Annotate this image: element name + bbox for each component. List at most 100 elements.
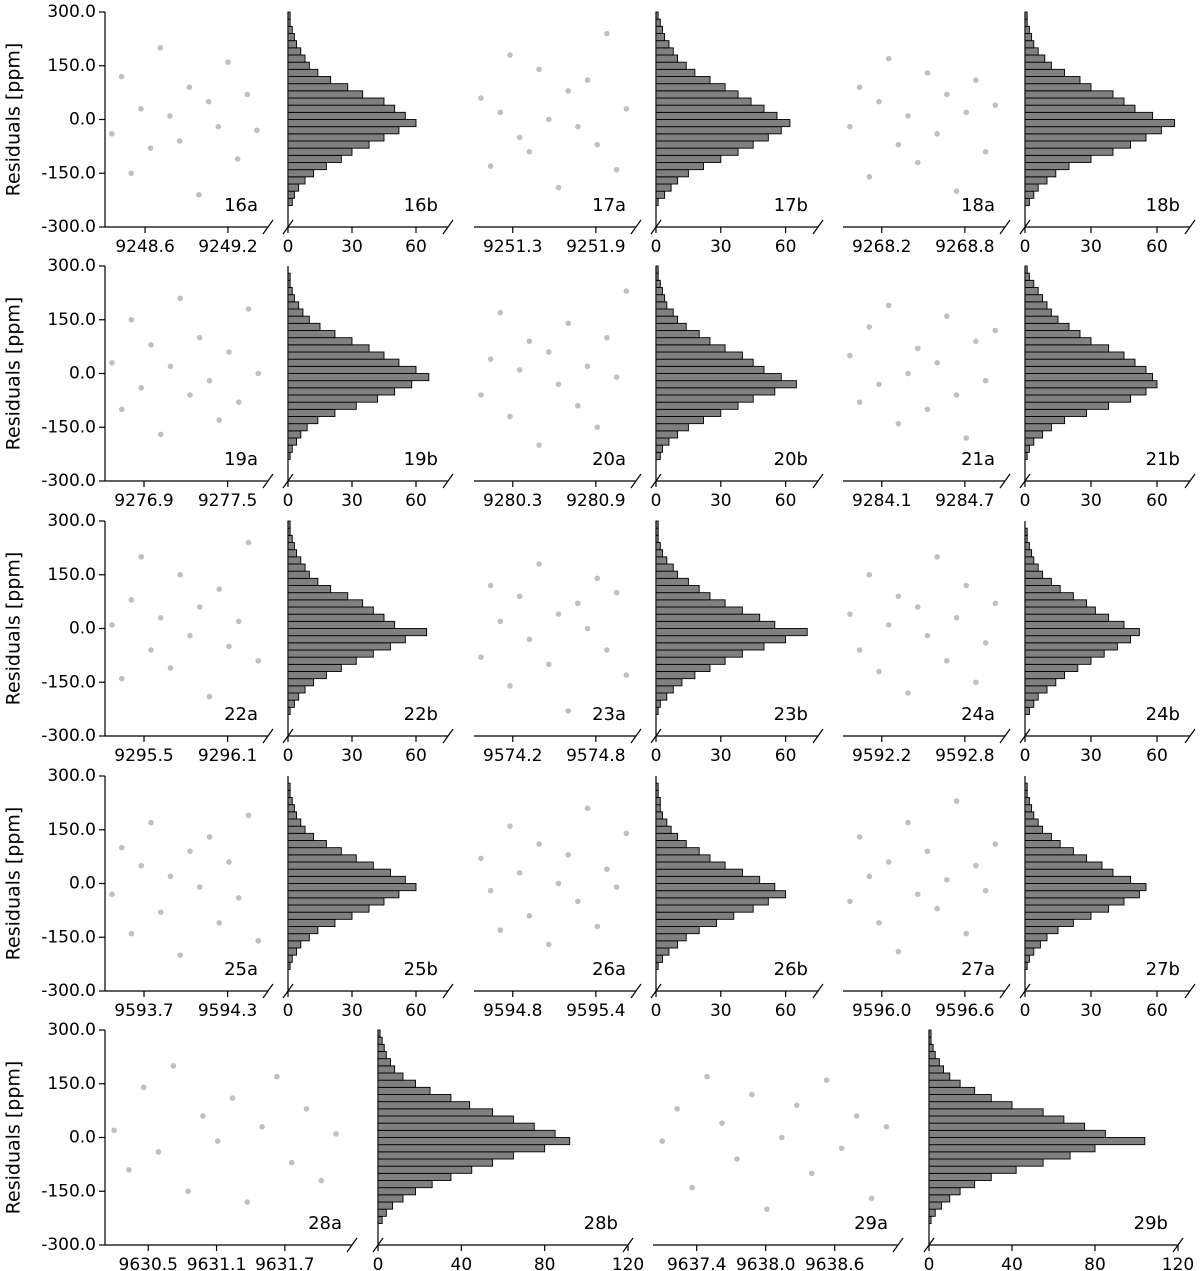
x-tick-label: 60: [405, 746, 427, 766]
x-tick-label: 9251.9: [566, 237, 625, 257]
bar: [655, 642, 765, 651]
x-tick-label: 30: [341, 746, 363, 766]
y-axis-label: Residuals [ppm]: [3, 1061, 25, 1215]
bar: [655, 54, 679, 63]
point: [187, 632, 193, 639]
point: [187, 848, 193, 855]
panel-label: 22a: [224, 704, 258, 725]
y-tick-label: -150.0: [41, 417, 96, 437]
point: [545, 349, 552, 355]
point: [487, 582, 494, 589]
panel-label: 16a: [224, 195, 258, 216]
point: [565, 708, 571, 714]
panel-label: 25b: [404, 959, 438, 980]
point: [876, 920, 882, 926]
bar: [377, 1122, 535, 1131]
bar: [655, 542, 661, 551]
point: [793, 1102, 800, 1109]
bar: [928, 1187, 961, 1196]
x-tick-label: 9280.9: [566, 491, 625, 511]
bar: [1024, 337, 1092, 346]
bar: [287, 119, 417, 128]
point: [536, 561, 542, 567]
panel-label: 29b: [1134, 1213, 1168, 1234]
bar: [655, 599, 726, 608]
bar: [287, 542, 295, 551]
bar: [1024, 169, 1057, 178]
bar: [928, 1058, 940, 1067]
point: [128, 597, 135, 603]
panel-label: 23a: [592, 704, 626, 725]
bar: [287, 854, 357, 863]
bar: [928, 1086, 976, 1095]
bar: [1024, 789, 1028, 798]
point: [545, 116, 552, 123]
point: [565, 852, 571, 858]
bar: [1024, 330, 1081, 339]
y-tick-label: -150.0: [41, 163, 96, 183]
bar: [1024, 570, 1044, 579]
bar: [287, 954, 293, 963]
bar: [287, 620, 396, 629]
bar: [377, 1194, 404, 1203]
bar: [287, 337, 353, 346]
x-tick-label: 9631.1: [187, 1255, 246, 1271]
bar: [1024, 387, 1147, 396]
bar: [287, 599, 364, 608]
bar: [1024, 620, 1125, 629]
bar: [1024, 825, 1044, 834]
bar: [287, 570, 310, 579]
x-tick-label: 9594.3: [198, 1001, 257, 1021]
panel-label: 22b: [404, 704, 438, 725]
bar: [287, 947, 297, 956]
point: [764, 1206, 770, 1212]
point: [866, 324, 873, 330]
x-tick-label: 0: [924, 1255, 935, 1271]
bar: [287, 162, 327, 171]
bar: [655, 337, 711, 346]
bar: [1024, 373, 1154, 382]
bar: [655, 176, 679, 185]
point: [575, 402, 581, 409]
point: [876, 668, 882, 675]
axis-break: [282, 219, 294, 235]
x-tick-label: 30: [710, 746, 732, 766]
point: [613, 589, 620, 596]
bar: [1024, 279, 1035, 288]
bar: [1024, 954, 1030, 963]
bar: [655, 169, 689, 178]
point: [613, 884, 620, 890]
point: [914, 604, 921, 610]
point: [868, 1195, 875, 1202]
bar: [928, 1115, 1065, 1124]
bar: [377, 1029, 381, 1038]
point: [234, 156, 241, 162]
point: [963, 109, 970, 116]
point: [689, 1184, 695, 1191]
bar: [655, 330, 700, 339]
bar: [655, 926, 700, 935]
x-tick-label: 9630.5: [119, 1255, 178, 1271]
bar: [287, 126, 400, 135]
point: [200, 1113, 206, 1119]
bar: [287, 33, 295, 42]
panel-label: 27b: [1146, 959, 1180, 980]
panel-label: 26b: [774, 959, 808, 980]
bar: [655, 423, 689, 432]
panel-label: 21a: [961, 449, 995, 470]
bar: [1024, 90, 1114, 99]
point: [575, 123, 581, 130]
point: [118, 406, 125, 413]
point: [118, 73, 125, 80]
x-tick-label: 0: [651, 491, 662, 511]
bar: [287, 301, 300, 310]
x-tick-label: 9284.7: [935, 491, 994, 511]
point: [885, 302, 892, 309]
point: [934, 905, 940, 912]
point: [167, 363, 174, 370]
point: [545, 941, 552, 948]
panel-label: 20a: [592, 449, 626, 470]
point: [594, 575, 601, 582]
axis-break: [999, 728, 1011, 744]
bar: [655, 351, 743, 360]
